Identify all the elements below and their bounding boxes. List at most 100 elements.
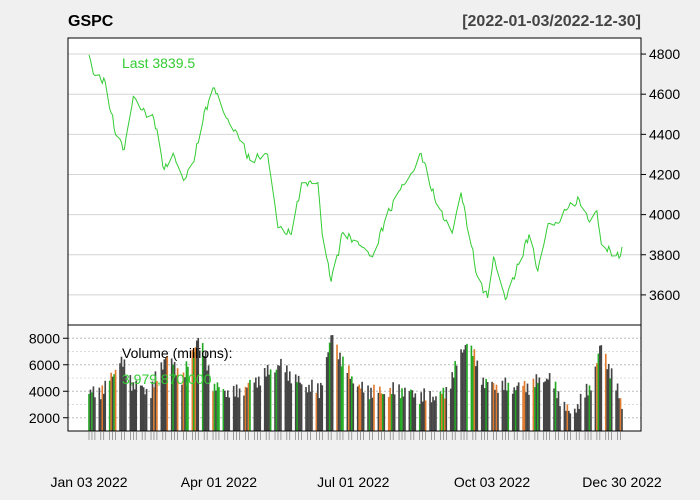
- date-range: [2022-01-03/2022-12-30]: [462, 13, 641, 30]
- volume-bar: [402, 396, 405, 431]
- volume-bar: [172, 364, 174, 431]
- volume-bar: [507, 382, 510, 431]
- volume-bar: [606, 369, 609, 431]
- volume-bar: [278, 365, 281, 431]
- volume-bar: [414, 393, 417, 431]
- volume-bar: [131, 390, 133, 431]
- volume-bar: [473, 349, 476, 431]
- volume-bar: [225, 397, 228, 431]
- volume-bar: [175, 375, 177, 431]
- volume-bar: [504, 377, 507, 431]
- volume-bar: [263, 368, 266, 431]
- volume-bar: [122, 366, 124, 431]
- volume-bar: [526, 383, 529, 431]
- volume-bar: [141, 385, 143, 431]
- volume-bar: [618, 398, 620, 431]
- volume-bar: [319, 382, 322, 431]
- volume-bar: [268, 374, 270, 431]
- volume-bar: [346, 372, 349, 431]
- volume-bar: [420, 392, 423, 431]
- price-tick-label: 4800: [649, 46, 680, 62]
- last-price-label: Last 3839.5: [122, 55, 195, 71]
- volume-bar: [495, 384, 498, 431]
- volume-bar: [475, 366, 477, 431]
- volume-bar: [387, 397, 390, 431]
- volume-bar: [99, 399, 102, 431]
- volume-tick-label: 8000: [29, 330, 60, 346]
- volume-bar: [113, 374, 115, 431]
- volume-bar: [275, 369, 278, 431]
- volume-bar: [609, 378, 612, 431]
- volume-bar: [449, 388, 452, 431]
- volume-bar: [299, 382, 301, 431]
- volume-bar: [424, 400, 427, 431]
- volume-bar: [600, 345, 603, 431]
- volume-bar: [224, 390, 226, 431]
- volume-bar: [187, 366, 189, 431]
- volume-bar: [390, 394, 393, 431]
- volume-bar: [184, 377, 186, 431]
- volume-bar: [451, 372, 454, 431]
- volume-bar: [430, 402, 433, 431]
- volume-bar: [594, 366, 597, 431]
- volume-bar: [150, 398, 152, 431]
- volume-bar: [139, 385, 142, 431]
- volume-bar: [206, 370, 208, 431]
- volume-bar: [528, 394, 530, 431]
- volume-bar: [559, 406, 561, 431]
- volume-bar: [89, 389, 92, 431]
- volume-bar: [470, 345, 473, 431]
- date-tick-label: Oct 03 2022: [454, 474, 530, 490]
- volume-bar: [246, 387, 248, 431]
- volume-axis: 2000 4000 6000 8000: [29, 330, 68, 426]
- volume-bar: [380, 393, 383, 431]
- volume-bar: [361, 381, 363, 431]
- chart-title: GSPC: [68, 13, 114, 30]
- volume-bar: [164, 358, 167, 431]
- volume-bar: [102, 393, 105, 431]
- volume-bar: [255, 377, 257, 431]
- volume-bar: [296, 382, 298, 431]
- price-tick-label: 4600: [649, 86, 680, 102]
- volume-bar: [156, 380, 158, 431]
- volume-bar: [111, 376, 114, 431]
- volume-bar: [435, 396, 437, 431]
- volume-bar: [92, 386, 95, 431]
- volume-bar: [315, 392, 318, 431]
- volume-bar: [401, 388, 403, 431]
- volume-bar: [532, 378, 535, 431]
- volume-bar: [191, 349, 194, 431]
- volume-bar: [553, 388, 555, 431]
- volume-panel-border: [67, 324, 642, 432]
- volume-bar: [349, 378, 352, 431]
- volume-bar: [325, 357, 328, 431]
- volume-bar: [244, 386, 247, 431]
- volume-bar: [442, 387, 445, 431]
- volume-bar: [545, 378, 548, 431]
- volume-bar: [311, 379, 313, 431]
- volume-bar: [542, 382, 545, 431]
- volume-bar: [497, 392, 499, 431]
- volume-bar: [421, 401, 424, 431]
- volume-bar: [389, 387, 392, 431]
- volume-bar: [182, 372, 185, 431]
- volume-bar: [151, 381, 154, 431]
- volume-bar: [568, 410, 570, 431]
- volume-bar: [537, 382, 539, 431]
- volume-bar: [173, 361, 176, 431]
- volume-bar: [370, 387, 372, 431]
- volume-bar: [94, 397, 96, 431]
- volume-bar: [297, 375, 300, 431]
- volume-bar: [410, 389, 412, 431]
- volume-bar: [362, 392, 365, 431]
- volume-bar: [461, 352, 464, 431]
- volume-bar: [408, 391, 411, 431]
- volume-tick-label: 4000: [29, 383, 60, 399]
- volume-bar: [607, 363, 610, 431]
- volume-bar: [358, 384, 361, 431]
- volume-last-value: 3,979,870,000: [122, 371, 212, 387]
- volume-bar: [123, 359, 126, 431]
- volume-tick-label: 6000: [29, 357, 60, 373]
- price-axis: 3600 3800 4000 4200 4400 4600 4800: [641, 46, 680, 303]
- volume-bar: [162, 369, 164, 431]
